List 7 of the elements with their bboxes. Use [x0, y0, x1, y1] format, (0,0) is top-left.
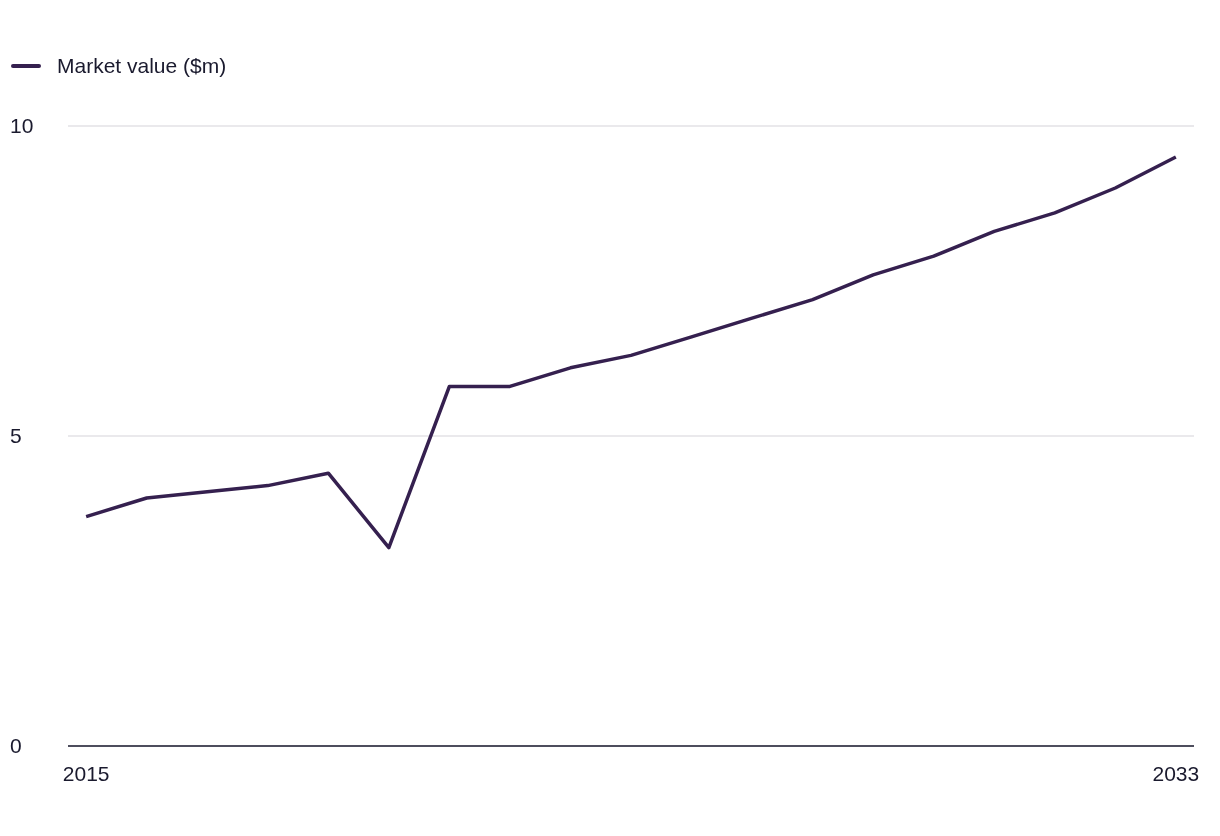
y-tick-label: 10: [10, 114, 34, 138]
line-series: [84, 155, 1178, 550]
x-tick-label: 2015: [62, 761, 110, 785]
legend-label: Market value ($m): [57, 54, 227, 78]
y-tick-label: 0: [10, 734, 22, 758]
x-tick-label: 2033: [1152, 761, 1200, 785]
y-tick-label: 5: [10, 424, 22, 448]
